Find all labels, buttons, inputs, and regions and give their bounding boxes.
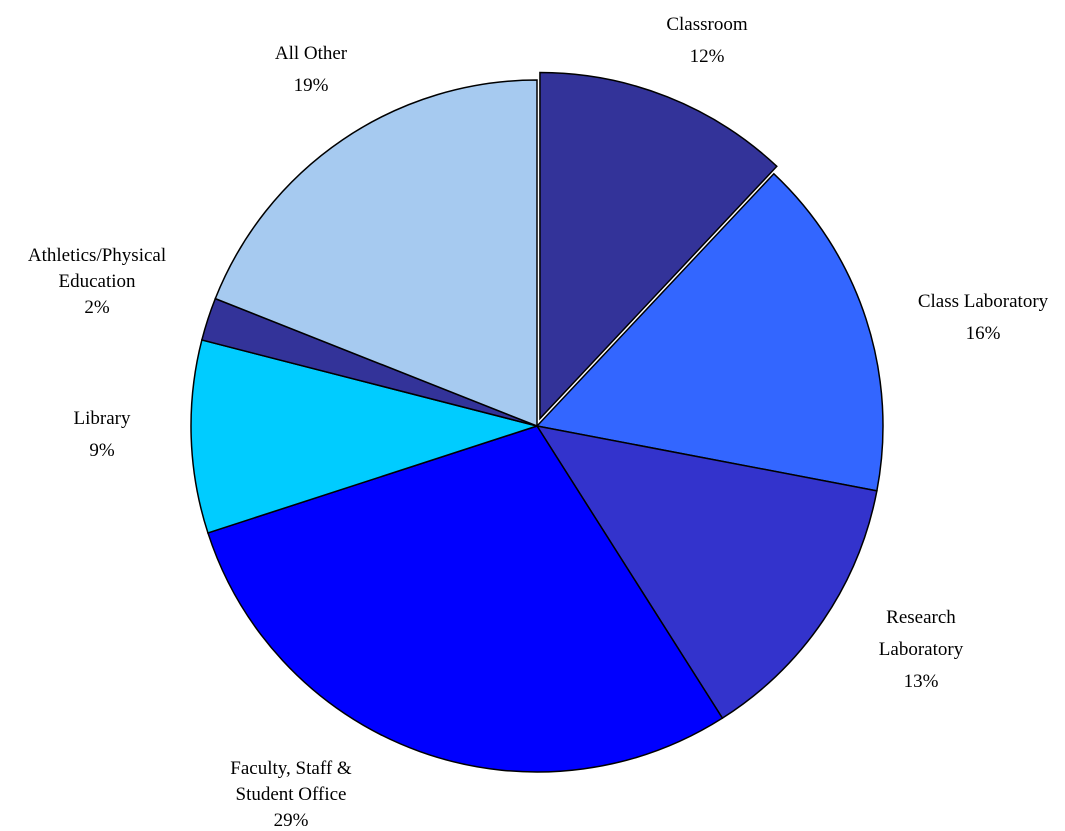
pie-value-label: 9% [89, 440, 115, 461]
pie-category-label: Student Office [236, 784, 347, 805]
pie-label-faculty-staff-student-office: Faculty, Staff & Student Office 29% [230, 758, 352, 831]
pie-category-label: Class Laboratory [918, 291, 1049, 312]
pie-value-label: 12% [690, 46, 725, 67]
pie-category-label: Education [58, 271, 136, 292]
pie-label-athletics-physical-education: Athletics/Physical Education 2% [28, 245, 166, 318]
pie-category-label: Library [74, 408, 131, 429]
pie-slice-all-other [214, 79, 538, 428]
pie-category-label: Research [886, 607, 956, 628]
pie-label-classroom: Classroom 12% [666, 14, 748, 67]
pie-label-library: Library 9% [74, 408, 131, 461]
pie-slices [190, 71, 884, 773]
pie-category-label: Athletics/Physical [28, 245, 166, 266]
pie-category-label: Classroom [666, 14, 748, 35]
pie-labels: Classroom 12% Class Laboratory 16% Research L… [28, 14, 1049, 831]
pie-label-research-laboratory: Research Laboratory 13% [879, 607, 964, 692]
pie-value-label: 16% [966, 323, 1001, 344]
pie-label-all-other: All Other 19% [275, 43, 348, 96]
pie-label-class-laboratory: Class Laboratory 16% [918, 291, 1049, 344]
pie-slice-research-laboratory [535, 424, 878, 720]
pie-category-label: Faculty, Staff & [230, 758, 352, 779]
pie-category-label: All Other [275, 43, 348, 64]
pie-slice-library [190, 339, 540, 534]
pie-slice-classroom [539, 71, 778, 421]
pie-value-label: 2% [84, 297, 110, 318]
pie-slice-class-laboratory [535, 172, 884, 492]
pie-category-label: Laboratory [879, 639, 964, 660]
pie-value-label: 19% [294, 75, 329, 96]
pie-slice-faculty-staff-student-office [206, 425, 724, 773]
pie-value-label: 29% [274, 810, 309, 831]
pie-value-label: 13% [904, 671, 939, 692]
